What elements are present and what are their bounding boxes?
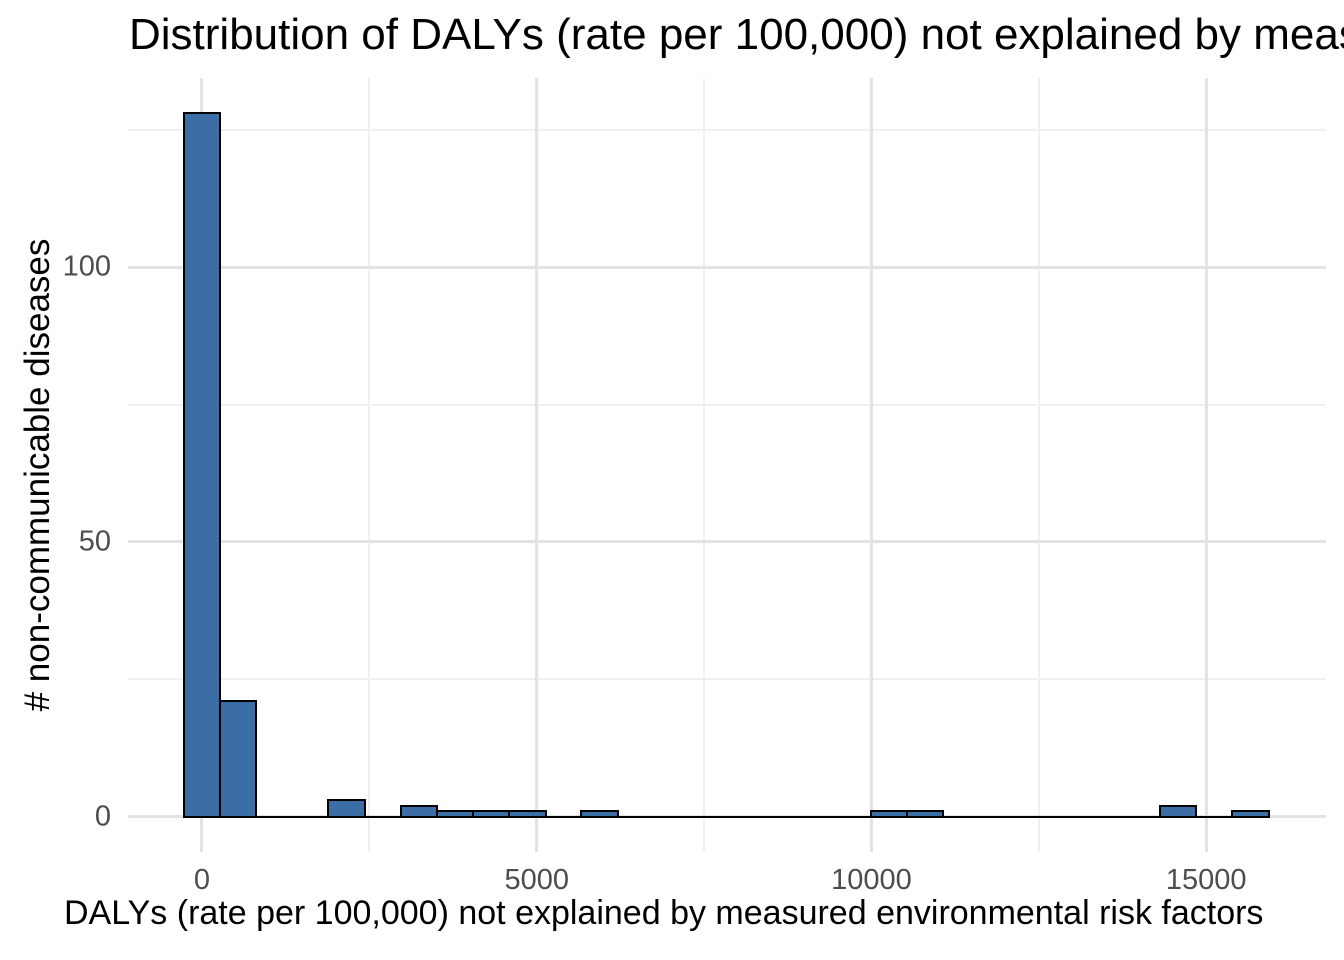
histogram-bar <box>327 799 366 819</box>
chart-title: Distribution of DALYs (rate per 100,000)… <box>129 10 1344 59</box>
x-minor-gridline <box>1037 78 1040 852</box>
histogram-bar <box>508 810 547 819</box>
x-tick-label: 0 <box>193 864 211 896</box>
histogram-baseline <box>182 815 1270 819</box>
histogram-bar <box>218 700 258 819</box>
x-major-gridline <box>869 78 873 852</box>
histogram-bar <box>580 810 619 819</box>
y-axis-title: # non-communicable diseases <box>18 238 57 712</box>
y-tick-label: 0 <box>94 800 111 833</box>
histogram-bar <box>869 810 909 819</box>
histogram-bar <box>905 810 945 819</box>
x-tick-label: 10000 <box>831 864 912 896</box>
histogram-bar <box>1158 804 1198 819</box>
histogram-bar <box>182 111 222 819</box>
y-minor-gridline <box>128 678 1326 681</box>
x-major-gridline <box>535 78 539 852</box>
y-tick-label: 50 <box>78 525 111 558</box>
x-minor-gridline <box>703 78 706 852</box>
x-tick-label: 5000 <box>504 864 569 896</box>
histogram-bar <box>435 810 475 819</box>
y-minor-gridline <box>128 403 1326 406</box>
histogram-bar <box>399 804 439 819</box>
plot-panel <box>128 78 1326 852</box>
x-tick-label: 15000 <box>1165 864 1247 896</box>
y-major-gridline <box>128 265 1326 269</box>
x-minor-gridline <box>368 78 371 852</box>
histogram-bar <box>471 810 511 819</box>
y-major-gridline <box>128 540 1326 544</box>
histogram-bar <box>1231 810 1270 819</box>
x-axis-title: DALYs (rate per 100,000) not explained b… <box>64 894 1264 932</box>
y-minor-gridline <box>128 128 1326 131</box>
x-major-gridline <box>1204 78 1208 852</box>
y-tick-label: 100 <box>62 250 111 283</box>
